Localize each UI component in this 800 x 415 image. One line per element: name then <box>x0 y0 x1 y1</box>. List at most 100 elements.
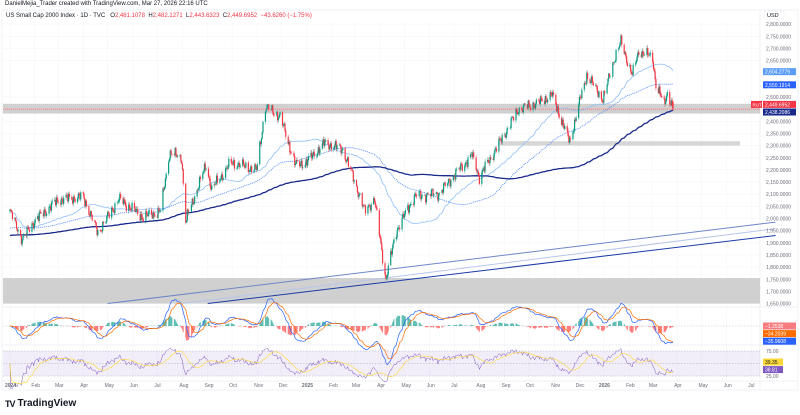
macd-histogram-bar <box>163 321 165 326</box>
candle-body <box>105 221 107 224</box>
candle <box>450 178 452 190</box>
candle-body <box>495 148 497 150</box>
candle-body <box>233 160 236 169</box>
candle-body <box>299 161 301 167</box>
candle <box>282 123 284 128</box>
candle <box>84 197 86 208</box>
candle <box>220 171 223 182</box>
macd-histogram-bar <box>373 323 375 326</box>
candle <box>607 78 609 87</box>
candle <box>185 182 187 225</box>
candle-body <box>529 104 531 108</box>
candle <box>159 208 162 213</box>
macd-histogram-bar <box>159 324 161 326</box>
candle <box>207 166 210 178</box>
candle-body <box>415 193 417 197</box>
time-axis-label: Dec <box>279 383 288 389</box>
macd-histogram-bar <box>351 326 353 330</box>
candle-body <box>242 159 245 165</box>
macd-histogram-bar <box>477 326 479 330</box>
candle-body <box>460 163 462 170</box>
candle-body <box>490 157 492 159</box>
candle <box>57 197 59 204</box>
currency-box <box>763 10 785 20</box>
macd-histogram-bar <box>475 326 477 328</box>
macd-histogram-bar <box>658 326 660 334</box>
candle <box>306 156 308 169</box>
macd-histogram-bar <box>367 326 369 329</box>
candle-body <box>40 211 42 214</box>
macd-histogram-bar <box>396 316 398 326</box>
candle <box>65 192 67 201</box>
candle <box>277 116 280 123</box>
time-axis-label: Oct <box>526 383 534 389</box>
macd-histogram-bar <box>42 322 44 326</box>
candle-body <box>598 91 600 98</box>
macd-histogram-bar <box>174 319 176 326</box>
macd-histogram-bar <box>186 326 188 341</box>
open-value: 2,481.1078 <box>114 13 145 19</box>
currency-label: USD <box>767 13 779 19</box>
macd-histogram-bar <box>171 317 173 326</box>
candle <box>22 234 24 242</box>
macd-histogram-bar <box>430 326 432 328</box>
tradingview-logo[interactable]: TV TradingView <box>5 398 77 409</box>
macd-histogram-bar <box>28 325 30 326</box>
candle <box>102 220 105 226</box>
price-badge <box>763 100 796 108</box>
macd-histogram-bar <box>262 318 264 326</box>
candle <box>67 191 70 204</box>
candle-body <box>475 157 477 171</box>
macd-histogram-bar <box>213 326 215 328</box>
candle <box>630 63 632 75</box>
candle-body <box>38 211 40 221</box>
macd-histogram-bar <box>361 326 363 332</box>
candle <box>613 61 616 65</box>
candle-body <box>191 198 193 205</box>
candle-body <box>182 169 184 184</box>
macd-histogram-bar <box>660 326 662 334</box>
candle <box>88 205 90 216</box>
candle-body <box>515 108 517 121</box>
candle-body <box>44 209 46 212</box>
macd-histogram-bar <box>77 326 79 328</box>
macd-histogram-bar <box>79 326 81 327</box>
macd-histogram-bar <box>653 326 655 330</box>
candle <box>190 203 193 213</box>
macd-histogram-bar <box>587 318 589 326</box>
candle <box>187 208 189 216</box>
candle-body <box>187 209 189 213</box>
candle <box>146 208 148 218</box>
macd-histogram-bar <box>268 318 270 326</box>
candle-body <box>88 206 90 215</box>
macd-histogram-bar <box>71 326 73 327</box>
candle <box>61 196 63 202</box>
candle <box>649 50 651 58</box>
candle <box>578 94 581 108</box>
candle <box>552 89 555 98</box>
candle-body <box>384 263 386 275</box>
rsi-badge-text: 39.35 <box>765 360 778 366</box>
tradingview-logo-icon: TV <box>5 398 15 409</box>
candle <box>441 189 443 194</box>
macd-histogram-bar <box>134 326 136 328</box>
macd-histogram-bar <box>208 323 210 326</box>
symbol-name[interactable]: US Small Cap 2000 Index · 1D · TVC <box>6 13 106 19</box>
macd-histogram-bar <box>630 326 632 332</box>
candle-body <box>447 183 449 186</box>
candle-body <box>319 148 321 154</box>
candle <box>272 111 275 118</box>
candle-body <box>237 162 240 165</box>
close-label: C <box>222 13 228 19</box>
macd-histogram-bar <box>181 326 183 329</box>
candle-body <box>37 216 39 220</box>
macd-histogram-bar <box>509 324 511 326</box>
candle <box>374 199 376 209</box>
candle-body <box>255 164 257 167</box>
candle-body <box>199 177 201 180</box>
macd-histogram-bar <box>99 326 101 331</box>
macd-histogram-bar <box>663 326 665 333</box>
candle <box>399 225 401 232</box>
macd-histogram-bar <box>441 326 443 328</box>
